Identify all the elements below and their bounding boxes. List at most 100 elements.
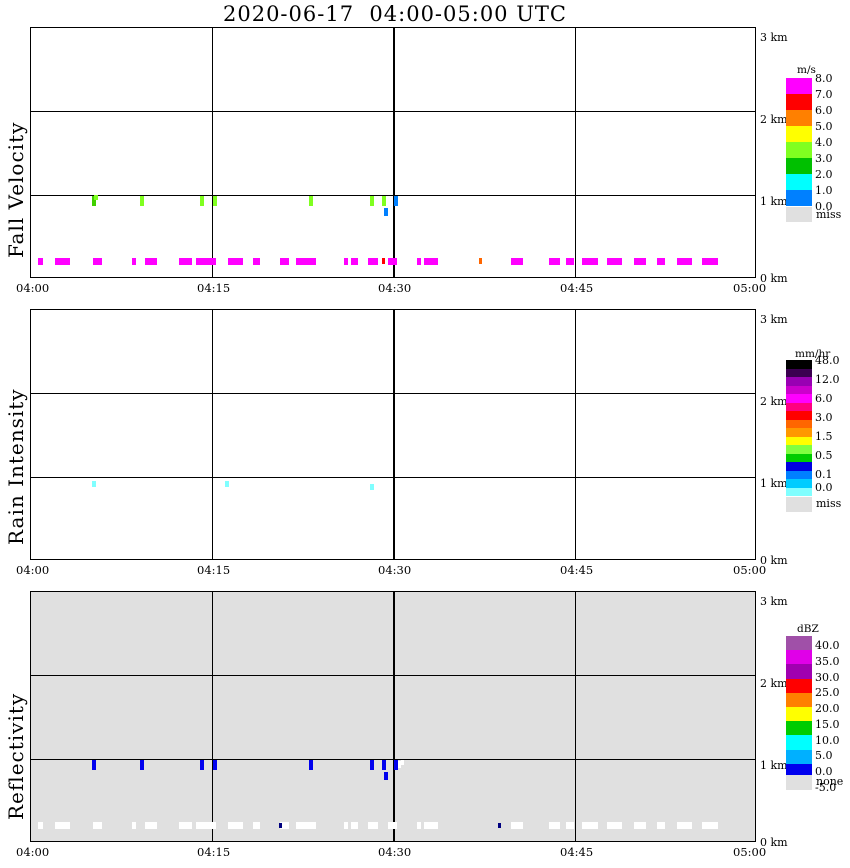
data-pixel-velocity-low (351, 257, 359, 265)
data-pixel-reflectivity-low (702, 821, 719, 829)
gridline-horizontal (31, 392, 755, 395)
colorbar-band (786, 78, 812, 94)
colorbar-band (786, 385, 812, 394)
data-pixel-reflectivity-low (582, 821, 599, 829)
data-pixel-velocity-low (344, 257, 349, 265)
colorbar-tick-label: 15.0 (815, 717, 840, 731)
data-pixel-reflectivity-low (145, 821, 157, 829)
data-pixel-reflectivity-low (253, 821, 260, 829)
gridline-vertical (211, 28, 214, 277)
ytick-1km-p1: 1 km (760, 195, 788, 208)
colorbar-band (786, 174, 812, 190)
panel-rain-intensity-label: Rain Intensity (4, 388, 28, 545)
data-pixel-reflectivity-low (607, 821, 623, 829)
data-pixel-reflectivity-low (131, 821, 137, 829)
data-pixel-velocity-low (228, 257, 244, 265)
data-pixel-velocity-low (656, 257, 666, 265)
gridline-horizontal (31, 476, 755, 479)
data-pixel-reflectivity-low (367, 821, 378, 829)
xtick-0500-p3: 05:00 (733, 845, 767, 859)
data-pixel-reflectivity-low (351, 821, 359, 829)
colorbar-band (786, 436, 812, 445)
data-pixel-velocity-upper (91, 196, 96, 207)
data-pixel-reflectivity-upper (91, 760, 96, 771)
panel-fall-velocity-plot[interactable] (30, 27, 756, 278)
colorbar-band (786, 650, 812, 665)
data-pixel-velocity-low (416, 257, 422, 265)
data-pixel-velocity-low (423, 257, 438, 265)
colorbar-tick-label: 2.0 (815, 168, 833, 181)
colorbar-tick-label: 5.0 (815, 749, 833, 763)
data-pixel-velocity-low (633, 257, 647, 265)
xtick-0400-p1: 04:00 (16, 281, 50, 295)
colorbar-tick-label: 20.0 (815, 702, 840, 716)
data-pixel-velocity-low (387, 257, 398, 265)
data-pixel-velocity-low (367, 257, 378, 265)
panel-reflectivity-plot[interactable] (30, 591, 756, 842)
data-pixel-velocity-low (38, 257, 43, 265)
colorbar-band (786, 706, 812, 722)
gridline-vertical (393, 28, 395, 277)
colorbar-band (786, 479, 812, 488)
ytick-2km-p1: 2 km (760, 113, 788, 126)
colorbar-tick-label: 1.5 (815, 430, 833, 443)
xtick-0400-p2: 04:00 (16, 563, 50, 577)
ytick-3km-p3: 3 km (760, 595, 788, 608)
colorbar-tick-label: 8.0 (815, 72, 833, 85)
colorbar-reflectivity (786, 636, 812, 778)
data-pixel-reflectivity-upper (397, 761, 401, 769)
colorbar-band (786, 462, 812, 471)
xtick-0430-p2: 04:30 (378, 563, 412, 577)
ytick-3km-p2: 3 km (760, 313, 788, 326)
colorbar-tick-label: -5.0 (815, 781, 837, 794)
data-pixel-velocity-low (54, 257, 70, 265)
colorbar-velocity-missing-swatch (786, 207, 812, 222)
colorbar-tick-label: 0.0 (815, 200, 833, 213)
data-pixel-velocity-upper (369, 196, 374, 207)
data-pixel-reflectivity-low (228, 821, 244, 829)
data-pixel-velocity-low-accent (478, 258, 482, 265)
data-pixel-velocity-low (279, 257, 290, 265)
colorbar-tick-label: 48.0 (815, 354, 840, 367)
colorbar-unit-velocity: m/s (797, 64, 816, 76)
colorbar-tick-label: 7.0 (815, 88, 833, 101)
colorbar-tick-label: 3.0 (815, 152, 833, 165)
colorbar-tick-label: 5.0 (815, 120, 833, 133)
data-pixel-velocity-low (295, 257, 316, 265)
xtick-0430-p3: 04:30 (378, 845, 412, 859)
colorbar-band (786, 142, 812, 158)
gridline-horizontal (31, 194, 755, 197)
gridline-vertical (211, 310, 214, 559)
data-pixel-velocity-low (702, 257, 719, 265)
panel-rain-intensity-plot[interactable] (30, 309, 756, 560)
colorbar-velocity (786, 78, 812, 206)
colorbar-band (786, 453, 812, 462)
data-pixel-reflectivity-low (677, 821, 693, 829)
colorbar-rain (786, 360, 812, 496)
data-pixel-velocity-upper (384, 208, 389, 217)
colorbar-tick-label: 12.0 (815, 373, 840, 386)
colorbar-band (786, 636, 812, 651)
gridline-vertical (574, 592, 577, 841)
colorbar-band (786, 377, 812, 386)
gridline-vertical (393, 310, 395, 559)
colorbar-band (786, 368, 812, 377)
colorbar-band (786, 678, 812, 693)
data-pixel-velocity-low (93, 257, 103, 265)
data-pixel-reflectivity-low (38, 821, 43, 829)
data-pixel-reflectivity-low (93, 821, 103, 829)
colorbar-band (786, 664, 812, 679)
ytick-2km-p2: 2 km (760, 395, 788, 408)
xtick-0415-p1: 04:15 (197, 281, 231, 295)
colorbar-tick-label: 6.0 (815, 392, 833, 405)
data-pixel-reflectivity-upper (381, 760, 386, 771)
colorbar-tick-label: 40.0 (815, 639, 840, 652)
data-pixel-reflectivity-low (279, 821, 290, 829)
data-pixel-reflectivity-upper (139, 760, 144, 771)
colorbar-tick-label: 0.1 (815, 468, 833, 481)
data-pixel-reflectivity-upper (369, 760, 374, 771)
gridline-horizontal (31, 674, 755, 677)
xtick-0500-p2: 05:00 (733, 563, 767, 577)
panel-fall-velocity-label: Fall Velocity (4, 121, 28, 258)
data-pixel-reflectivity-upper (394, 760, 398, 771)
